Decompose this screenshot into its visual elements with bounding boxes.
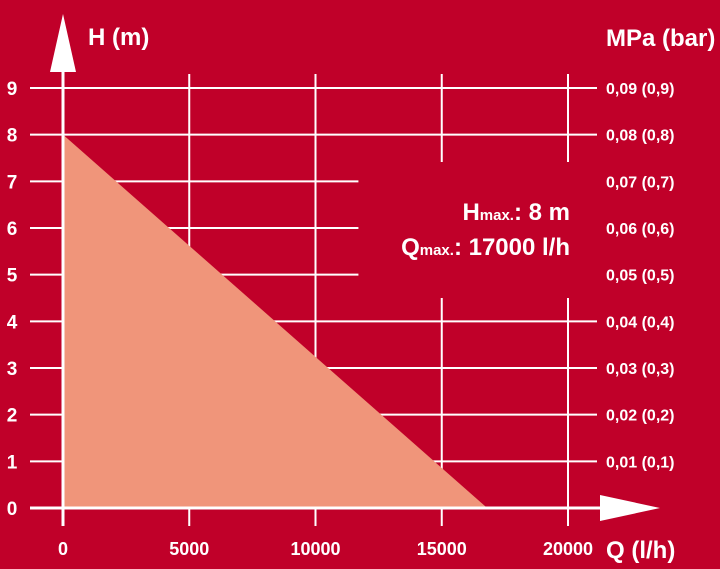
qmax-sub: max.: [420, 242, 454, 259]
x-tick-label: 20000: [543, 539, 593, 559]
y-axis-title: H (m): [88, 24, 149, 51]
y-tick-right-label: 0,09 (0,9): [606, 81, 674, 98]
qmax-value: : 17000 l/h: [454, 234, 570, 261]
qmax-label: Q: [401, 234, 420, 261]
tick-labels: 0 1 2 3 4 5 6 7 8 9 0,01 (0,1) 0,02 (0,2) 0,03 (0,3)…: [7, 79, 675, 559]
y-axis-arrow-icon: [50, 14, 76, 72]
y-tick-right-label: 0,06 (0,6): [606, 221, 674, 238]
hmax-annotation: Hmax.: 8 m: [462, 199, 570, 226]
hmax-sub: max.: [480, 207, 514, 224]
x-tick-label: 0: [58, 539, 68, 559]
y-tick-label: 9: [7, 79, 18, 100]
hmax-value: : 8 m: [514, 199, 570, 226]
y-tick-label: 8: [7, 126, 18, 147]
y-tick-right-label: 0,08 (0,8): [606, 128, 674, 145]
qmax-annotation: Qmax.: 17000 l/h: [401, 234, 570, 261]
x-axis-title: Q (l/h): [606, 537, 675, 564]
y-tick-right-label: 0,02 (0,2): [606, 408, 674, 425]
y-tick-label: 3: [7, 359, 18, 380]
hmax-label: H: [462, 199, 479, 226]
y-tick-right-label: 0,01 (0,1): [606, 454, 674, 471]
axes: [30, 14, 660, 526]
y-tick-right-label: 0,03 (0,3): [606, 361, 674, 378]
y-tick-label: 4: [7, 312, 18, 333]
y-tick-label: 0: [7, 499, 18, 520]
y-tick-label: 7: [7, 172, 18, 193]
y-tick-right-label: 0,07 (0,7): [606, 174, 674, 191]
y-tick-right-label: 0,05 (0,5): [606, 268, 674, 285]
x-axis-arrow-icon: [600, 495, 660, 521]
x-tick-label: 15000: [417, 539, 467, 559]
y-tick-right-label: 0,04 (0,4): [606, 314, 674, 331]
y-axis-right-title: MPa (bar): [606, 25, 715, 52]
x-tick-label: 10000: [290, 539, 340, 559]
y-tick-label: 6: [7, 219, 18, 240]
x-tick-label: 5000: [169, 539, 209, 559]
y-tick-label: 5: [7, 266, 18, 287]
performance-area: [63, 134, 488, 508]
y-tick-label: 2: [7, 406, 18, 427]
y-tick-label: 1: [7, 452, 18, 473]
